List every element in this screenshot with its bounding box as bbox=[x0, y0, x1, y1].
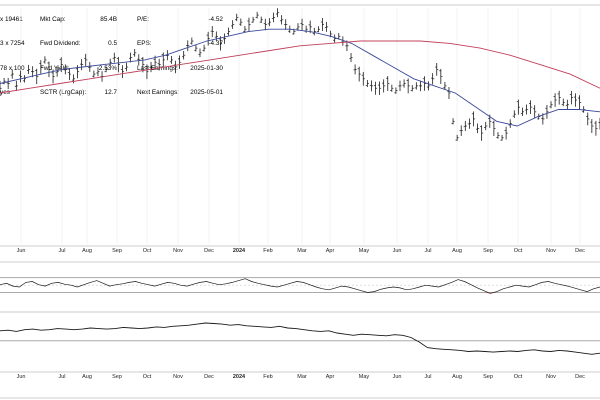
relative-strength-line bbox=[0, 322, 600, 355]
x-tick-label: May bbox=[359, 248, 370, 254]
stat-label: EPS: bbox=[137, 40, 152, 48]
stat-value: 85.4B bbox=[100, 16, 117, 24]
x-tick-label: Nov bbox=[173, 374, 183, 380]
x-tick-label: Mar bbox=[297, 248, 307, 254]
x-tick-label: Nov bbox=[173, 248, 183, 254]
x-tick-label: Feb bbox=[263, 248, 272, 254]
x-tick-label: 2024 bbox=[233, 374, 246, 380]
stat-label: Mkt Cap: bbox=[40, 16, 66, 24]
stat-label: P/E: bbox=[137, 16, 150, 24]
x-tick-label: Aug bbox=[452, 248, 462, 254]
x-tick-label: Oct bbox=[143, 374, 152, 380]
x-tick-label: Jun bbox=[17, 248, 26, 254]
oscillator-line bbox=[0, 278, 600, 294]
x-tick-label: Dec bbox=[575, 248, 585, 254]
relative-strength-panel bbox=[0, 322, 600, 355]
x-tick-label: Apr bbox=[326, 374, 335, 380]
x-tick-label: Jun bbox=[393, 374, 402, 380]
stat-value: 0.5 bbox=[108, 40, 117, 48]
ohlc-bars bbox=[0, 8, 600, 141]
x-tick-label: Oct bbox=[514, 374, 523, 380]
x-tick-label: Jul bbox=[58, 374, 65, 380]
stat-value: 2025-01-30 bbox=[190, 64, 223, 72]
stat-label: Fwd Dividend: bbox=[40, 40, 81, 48]
x-tick-label: Nov bbox=[546, 374, 556, 380]
x-tick-label: Apr bbox=[326, 248, 335, 254]
x-tick-label: Dec bbox=[575, 374, 585, 380]
x-tick-label: Sep bbox=[483, 248, 493, 254]
x-tick-label: Jul bbox=[58, 248, 65, 254]
x-tick-label: Sep bbox=[112, 374, 122, 380]
stat-value: 2.53% bbox=[98, 64, 117, 72]
x-tick-label: Jun bbox=[393, 248, 402, 254]
header-left-line: 78 x 100 bbox=[0, 64, 25, 72]
header-right-values: -4.52 -4.37 2025-01-30 2025-05-01 bbox=[186, 0, 223, 105]
price-x-axis: Jun Jul Aug Sep Oct Nov Dec 2024 Feb Mar Apr May Jun… bbox=[17, 248, 586, 254]
stat-value: 2025-05-01 bbox=[190, 89, 223, 97]
x-tick-label: Jul bbox=[424, 248, 431, 254]
x-tick-label: Aug bbox=[82, 248, 92, 254]
x-tick-label: Sep bbox=[112, 248, 122, 254]
header-mid-values: 85.4B 0.5 2.53% 12.7 bbox=[91, 0, 117, 105]
x-tick-label: Oct bbox=[143, 248, 152, 254]
x-tick-label: Dec bbox=[204, 248, 214, 254]
x-tick-label: Sep bbox=[483, 374, 493, 380]
stat-label: SCTR (LrgCap): bbox=[40, 89, 87, 97]
x-tick-label: Nov bbox=[546, 248, 556, 254]
x-tick-label: Oct bbox=[514, 248, 523, 254]
stat-value: -4.37 bbox=[208, 40, 223, 48]
bottom-x-axis: Jun Jul Aug Sep Oct Nov Dec 2024 Feb Mar Apr May Jun… bbox=[17, 374, 586, 380]
stat-label: Next Earnings: bbox=[137, 89, 179, 97]
price-grid bbox=[20, 8, 581, 244]
header-left-line: 3 x 7254 bbox=[0, 40, 25, 48]
x-tick-label: 2024 bbox=[233, 248, 246, 254]
ma-long-line bbox=[0, 40, 600, 94]
moving-average-lines bbox=[0, 28, 600, 127]
stat-value: -4.52 bbox=[208, 16, 223, 24]
x-tick-label: Jul bbox=[424, 374, 431, 380]
oscillator-panel bbox=[0, 277, 600, 294]
x-tick-label: Dec bbox=[204, 374, 214, 380]
header-left-line: x 19461 bbox=[0, 16, 23, 24]
x-tick-label: May bbox=[359, 374, 370, 380]
x-tick-label: Aug bbox=[452, 374, 462, 380]
stat-value: 12.7 bbox=[104, 89, 117, 97]
x-tick-label: Mar bbox=[297, 374, 307, 380]
x-tick-label: Feb bbox=[263, 374, 272, 380]
x-tick-label: Jun bbox=[17, 374, 26, 380]
ma-short-line bbox=[0, 28, 600, 127]
x-tick-label: Aug bbox=[82, 374, 92, 380]
